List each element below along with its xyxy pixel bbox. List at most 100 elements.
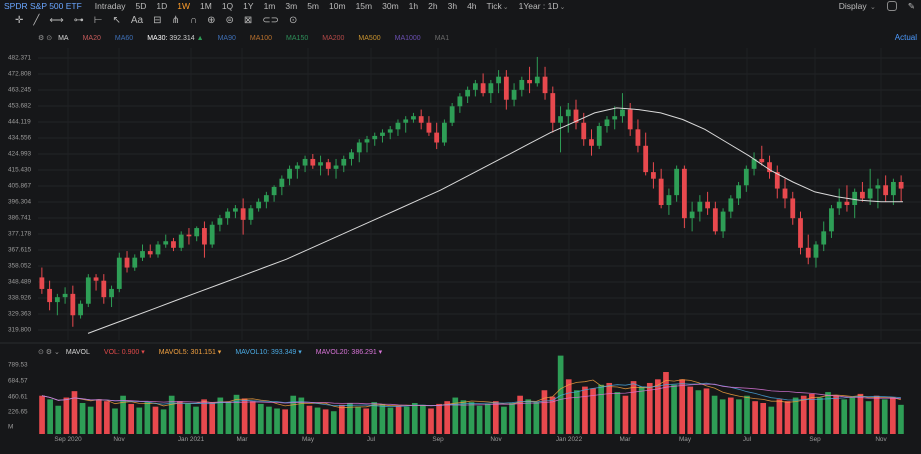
vol-item-0[interactable]: VOL: 0.900 ▾ bbox=[103, 349, 145, 356]
text-tool-icon[interactable]: Aa bbox=[130, 14, 144, 26]
vol-item-1[interactable]: MAVOL5: 301.151 ▾ bbox=[158, 349, 222, 356]
camera-icon[interactable] bbox=[886, 1, 897, 11]
candle-body bbox=[279, 178, 285, 187]
candle-body bbox=[426, 122, 432, 133]
volume-bar bbox=[136, 407, 143, 434]
pencil-icon[interactable]: ✎ bbox=[907, 0, 915, 11]
ma-label[interactable]: MA bbox=[58, 34, 69, 42]
link-icon[interactable]: ⊂⊃ bbox=[262, 14, 280, 26]
display-button[interactable]: Display ⌄ bbox=[838, 1, 876, 11]
ma-indicator-row: ⚙ ⊙ MA MA20 MA60 MA30: 392.314 ▲ MA90 MA100 M… bbox=[0, 31, 921, 45]
period-15m[interactable]: 15m bbox=[355, 1, 373, 11]
ma-item-1[interactable]: MA60 bbox=[114, 34, 134, 42]
arrow-tool-icon[interactable]: ↖ bbox=[112, 14, 121, 26]
period-1w[interactable]: 1W bbox=[177, 1, 191, 11]
period-1y[interactable]: 1Y bbox=[243, 1, 254, 11]
volume-bar bbox=[679, 379, 686, 434]
period-1d[interactable]: 1D bbox=[156, 1, 168, 11]
vol-settings-icon[interactable]: ⊙ ⚙ ⌄ bbox=[38, 349, 60, 356]
period-1h[interactable]: 1h bbox=[408, 1, 419, 11]
candle-body bbox=[681, 168, 687, 219]
candle-body bbox=[442, 122, 447, 143]
ma-item-4[interactable]: MA100 bbox=[249, 34, 273, 42]
magnet-icon[interactable]: ∩ bbox=[189, 14, 198, 26]
delete-icon[interactable]: ⊠ bbox=[243, 14, 253, 26]
period-5d[interactable]: 5D bbox=[135, 1, 147, 11]
period-1m[interactable]: 1M bbox=[200, 1, 212, 11]
ma-item-3[interactable]: MA90 bbox=[217, 34, 236, 42]
vol-item-3[interactable]: MAVOL20: 386.291 ▾ bbox=[315, 349, 383, 356]
candle-body bbox=[813, 244, 819, 258]
ma-item-0[interactable]: MA20 bbox=[82, 34, 101, 42]
volume-bar bbox=[306, 405, 313, 434]
fib-icon[interactable]: ⋔ bbox=[171, 14, 180, 26]
price-tick: 463.245 bbox=[8, 86, 32, 94]
ma-item-6[interactable]: MA200 bbox=[322, 34, 345, 42]
period-5m[interactable]: 5m bbox=[307, 1, 320, 11]
volume-bar bbox=[428, 408, 434, 434]
volume-bar bbox=[217, 397, 224, 434]
candle-body bbox=[643, 145, 649, 173]
candle-body bbox=[596, 126, 602, 146]
period-tick[interactable]: Tick⌄ bbox=[486, 1, 509, 11]
candle-body bbox=[565, 109, 571, 117]
visibility-icon[interactable]: ⊜ bbox=[225, 14, 234, 26]
candle-body bbox=[287, 168, 292, 179]
crosshair-icon[interactable]: ✛ bbox=[15, 14, 24, 26]
volume-bar bbox=[168, 395, 175, 434]
ma-item-2[interactable]: MA30: 392.314 ▲ bbox=[147, 34, 204, 42]
volume-bar bbox=[776, 399, 783, 434]
candle-body bbox=[767, 162, 772, 173]
symbol-title[interactable]: SPDR S&P 500 ETF bbox=[4, 1, 82, 11]
ma-item-7[interactable]: MA500 bbox=[358, 34, 381, 42]
vline-tool-icon[interactable]: ⊢ bbox=[93, 14, 103, 26]
candle-body bbox=[620, 109, 625, 117]
vol-item-2[interactable]: MAVOL10: 393.349 ▾ bbox=[235, 349, 302, 356]
candle-body bbox=[387, 129, 393, 133]
line-tool-icon[interactable]: ╱ bbox=[33, 14, 40, 26]
ma-item-8[interactable]: MA1000 bbox=[394, 34, 421, 42]
time-tick: Mar bbox=[236, 436, 248, 443]
measure-icon[interactable]: ⊟ bbox=[153, 14, 162, 26]
price-tick: 338.926 bbox=[8, 294, 32, 302]
period-intraday[interactable]: Intraday bbox=[94, 1, 126, 11]
ma-item-5[interactable]: MA150 bbox=[286, 34, 309, 42]
volume-bar bbox=[557, 355, 564, 434]
candle-body bbox=[116, 257, 122, 289]
hline-tool-icon[interactable]: ⊶ bbox=[73, 14, 84, 26]
period-30m[interactable]: 30m bbox=[382, 1, 399, 11]
volume-bar bbox=[233, 394, 240, 434]
lock-icon[interactable]: ⊕ bbox=[207, 14, 216, 26]
period-2h[interactable]: 2h bbox=[428, 1, 438, 11]
time-tick: Jul bbox=[742, 436, 752, 443]
settings-icon[interactable]: ⊙ bbox=[289, 14, 298, 26]
period-10m[interactable]: 10m bbox=[329, 1, 346, 11]
actual-button[interactable]: Actual bbox=[894, 33, 917, 42]
volume-bar bbox=[703, 388, 710, 434]
mavol-label[interactable]: MAVOL bbox=[65, 348, 90, 356]
period-1m[interactable]: 1m bbox=[263, 1, 276, 11]
period-3m[interactable]: 3m bbox=[285, 1, 298, 11]
volume-bar bbox=[176, 401, 183, 434]
period-1q[interactable]: 1Q bbox=[221, 1, 234, 11]
ray-tool-icon[interactable]: ⟷ bbox=[49, 14, 64, 26]
candle-body bbox=[194, 228, 200, 237]
volume-bar bbox=[590, 388, 596, 434]
volume-tick: 460.61 bbox=[8, 393, 28, 401]
period-4h[interactable]: 4h bbox=[467, 1, 477, 11]
volume-bar bbox=[47, 399, 53, 434]
ma-item-9[interactable]: MA1 bbox=[434, 34, 450, 42]
candle-body bbox=[558, 116, 563, 123]
period-selector: Intraday 5D 1D 1W 1M 1Q 1Y 1m 3m 5m 10m 15m 30m 1h 2h 3… bbox=[90, 1, 514, 11]
candle-body bbox=[271, 186, 277, 196]
range-dropdown[interactable]: 1Year : 1D⌄ bbox=[518, 1, 566, 11]
candle-body bbox=[627, 109, 633, 130]
price-tick: 424.993 bbox=[8, 150, 32, 158]
volume-bar bbox=[687, 386, 694, 434]
volume-bar bbox=[468, 402, 475, 434]
candle-body bbox=[333, 165, 339, 169]
ma-settings-icon[interactable]: ⚙ ⊙ bbox=[38, 35, 53, 42]
volume-bar bbox=[492, 401, 499, 434]
period-3h[interactable]: 3h bbox=[447, 1, 458, 11]
